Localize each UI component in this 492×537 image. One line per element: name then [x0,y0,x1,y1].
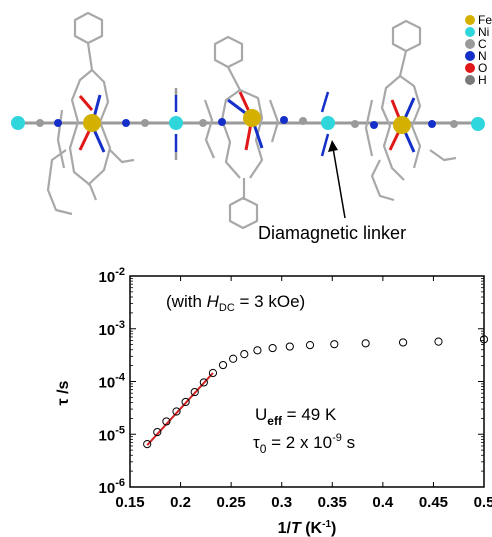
data-point [208,368,218,378]
legend-swatch-o [465,63,475,73]
legend-swatch-c [465,39,475,49]
data-point [253,346,262,355]
data-point [330,340,339,349]
data-point [162,417,171,426]
linker-arrow-line [332,147,346,219]
data-point [305,340,315,350]
x-tick-label: 0.25 [217,494,246,511]
data-point [153,427,162,437]
data-point [240,350,249,359]
legend-label-o: O [478,61,487,75]
data-point [218,360,228,370]
y-tick-label: 10-5 [99,424,125,444]
legend-label-h: H [478,73,487,87]
data-point [181,397,190,407]
x-tick-label: 0.15 [115,494,144,511]
legend-label-ni: Ni [478,25,489,39]
legend-swatch-ni [465,27,475,37]
data-point [285,342,294,351]
x-tick-label: 0.45 [419,494,448,511]
x-tick-label: 0.35 [318,494,347,511]
legend-swatch-fe [465,15,475,25]
data-point [229,354,238,363]
data-point [434,337,443,346]
x-axis-title: 1/T (K-1) [278,519,337,537]
ni-axial-ligands [174,91,330,157]
y-tick-label: 10-3 [99,319,125,339]
legend-swatch-n [465,51,475,61]
x-tick-label: 0.5 [474,494,492,511]
data-points [143,335,489,449]
y-tick-label: 10-2 [99,266,125,286]
legend-label-c: C [478,37,487,51]
data-point [172,407,181,416]
x-tick-label: 0.3 [271,494,292,511]
legend-label-fe: Fe [478,13,492,27]
linker-arrow-head [328,140,338,152]
y-axis-title: τ /s [55,380,72,405]
x-axis-ticks: 0.15 0.2 0.25 0.3 0.35 0.4 0.45 0.5 [115,276,492,511]
data-point [268,343,277,353]
data-point [199,378,208,387]
legend-swatch-h [465,75,475,85]
linker-label: Diamagnetic linker [258,223,406,243]
data-point [143,440,152,449]
fit-line-group [146,372,214,446]
relaxation-time-chart: 0.15 0.2 0.25 0.3 0.35 0.4 0.45 0.5 10-210-310-… [55,266,492,537]
chain-atoms [11,109,485,134]
y-tick-label: 10-6 [99,477,125,497]
tau0-annotation: τ0 = 2 x 10-9 s [253,432,355,456]
ueff-annotation: Ueff = 49 K [255,405,337,428]
x-tick-label: 0.2 [170,494,191,511]
y-tick-label: 10-4 [99,372,126,392]
data-point [479,335,489,344]
data-point [398,338,408,347]
y-axis-ticks: 10-2 10-3 10-4 10-5 10-6 [99,266,484,497]
data-point [190,387,199,397]
x-tick-label: 0.4 [372,494,394,511]
arrhenius-fit-line [146,372,214,446]
data-point [361,339,370,348]
legend-label-n: N [478,49,487,63]
field-annotation: (with HDC = 3 kOe) [166,292,305,314]
